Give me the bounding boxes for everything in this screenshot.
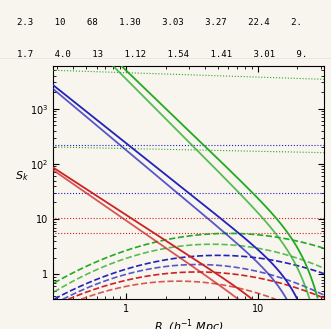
Text: 1.7    4.0    13    1.12    1.54    1.41    3.01    9.: 1.7 4.0 13 1.12 1.54 1.41 3.01 9. (17, 50, 307, 59)
Text: 2.3    10    68    1.30    3.03    3.27    22.4    2.: 2.3 10 68 1.30 3.03 3.27 22.4 2. (17, 18, 302, 27)
X-axis label: R  (h$^{-1}$ Mpc): R (h$^{-1}$ Mpc) (154, 317, 223, 329)
Y-axis label: $S_k$: $S_k$ (15, 169, 28, 183)
